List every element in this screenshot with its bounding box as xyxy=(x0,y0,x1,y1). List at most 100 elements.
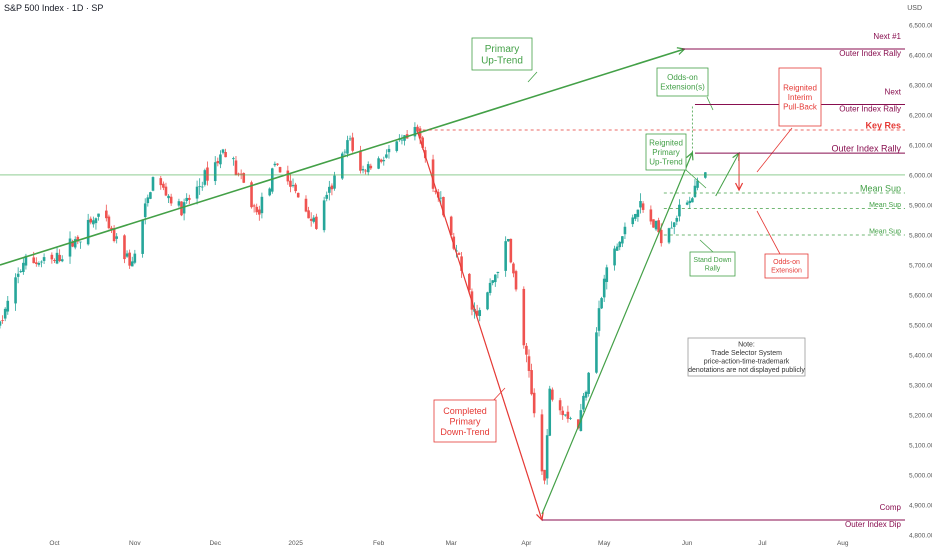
annotation-text: Primary xyxy=(652,148,680,157)
candle-body xyxy=(486,292,489,310)
candle-body xyxy=(576,419,580,429)
candle-body xyxy=(421,137,424,148)
y-tick-label: 5,000.00 xyxy=(909,473,932,480)
annotation-text: Extension(s) xyxy=(660,83,705,92)
primary-up-trend-line xyxy=(0,48,685,266)
candle-body xyxy=(159,178,163,186)
candle-body xyxy=(53,259,56,262)
trend-lines xyxy=(0,47,793,522)
candle-body xyxy=(328,186,331,193)
candle-body xyxy=(164,186,168,196)
x-tick-label: May xyxy=(598,540,611,547)
candle-body xyxy=(564,414,567,416)
candle-body xyxy=(525,345,528,355)
candle-body xyxy=(92,220,95,225)
y-tick-label: 6,400.00 xyxy=(909,53,932,60)
candle-body xyxy=(260,196,264,214)
annotation-box xyxy=(433,399,497,443)
candle-body xyxy=(693,185,697,198)
candle-body xyxy=(657,220,660,233)
candle-body xyxy=(434,190,437,193)
candle-body xyxy=(68,238,72,257)
candle-body xyxy=(584,391,588,398)
candle-body xyxy=(195,186,199,199)
candle-body xyxy=(289,180,292,187)
candle-body xyxy=(322,200,326,231)
candle-body xyxy=(128,252,131,266)
candle-body xyxy=(551,389,554,400)
candle-body xyxy=(14,277,17,304)
candle-body xyxy=(270,168,274,192)
candle-body xyxy=(597,308,601,331)
candle-body xyxy=(540,414,544,472)
level-label: Mean Sup xyxy=(869,229,901,236)
candle-body xyxy=(333,175,336,189)
candle-body xyxy=(22,262,25,272)
candle-body xyxy=(309,218,313,221)
annotation-box xyxy=(689,251,736,277)
x-tick-label: Jul xyxy=(758,540,767,547)
candle-body xyxy=(315,216,318,229)
candle-body xyxy=(685,202,689,205)
candle-body xyxy=(361,169,365,171)
candle-body xyxy=(294,184,297,192)
candle-body xyxy=(442,196,445,216)
candle-body xyxy=(379,159,383,162)
annotation-text: denotations are not displayed publicly xyxy=(688,367,805,374)
candle-body xyxy=(6,300,10,312)
level-label: Key Res xyxy=(865,121,901,131)
y-tick-label: 5,900.00 xyxy=(909,203,932,210)
x-tick-label: Aug xyxy=(837,540,849,547)
candle-body xyxy=(115,236,118,239)
candle-body xyxy=(60,259,64,262)
candle-body xyxy=(1,320,4,321)
candle-body xyxy=(532,392,536,414)
candle-body xyxy=(42,257,46,261)
candle-body xyxy=(185,197,189,202)
candle-body xyxy=(112,228,116,242)
candle-body xyxy=(304,198,308,212)
candle-body xyxy=(621,236,624,244)
pointer-odds-on-ext xyxy=(756,210,781,255)
candle-body xyxy=(558,400,562,411)
candle-body xyxy=(659,229,663,244)
y-tick-label: 6,200.00 xyxy=(909,113,932,120)
annotation-box xyxy=(645,133,687,171)
candle-body xyxy=(89,218,93,223)
candle-body xyxy=(636,209,640,217)
candle-body xyxy=(55,252,59,264)
candle-body xyxy=(149,192,152,199)
candle-body xyxy=(667,228,671,243)
candle-body xyxy=(457,253,461,255)
candle-body xyxy=(605,267,609,282)
candle-body xyxy=(634,213,637,219)
candle-body xyxy=(239,173,243,175)
candle-body xyxy=(278,167,282,173)
candles xyxy=(0,122,707,485)
candle-body xyxy=(506,238,510,242)
candle-body xyxy=(151,177,155,191)
candle-body xyxy=(670,227,673,229)
candle-body xyxy=(123,235,126,260)
pointer-extensions xyxy=(706,96,714,111)
y-tick-label: 5,600.00 xyxy=(909,293,932,300)
annotation-text: Pull-Back xyxy=(783,102,818,111)
annotation-box xyxy=(471,37,533,71)
candle-body xyxy=(431,159,435,189)
candle-body xyxy=(141,219,144,254)
candle-body xyxy=(613,248,616,266)
candle-body xyxy=(649,209,653,222)
level-label: Mean Sup xyxy=(860,184,901,194)
x-tick-label: Dec xyxy=(209,540,221,547)
annotation-text: Stand Down xyxy=(693,257,731,264)
y-tick-label: 5,100.00 xyxy=(909,443,932,450)
pointer-interim-pullback xyxy=(756,127,793,173)
candle-body xyxy=(475,310,479,316)
candle-body xyxy=(364,170,367,172)
y-tick-label: 4,900.00 xyxy=(909,503,932,510)
primary-down-trend-line xyxy=(416,131,543,521)
candle-body xyxy=(242,173,246,183)
candle-body xyxy=(346,140,349,154)
annotation-text: Extension xyxy=(771,268,802,275)
